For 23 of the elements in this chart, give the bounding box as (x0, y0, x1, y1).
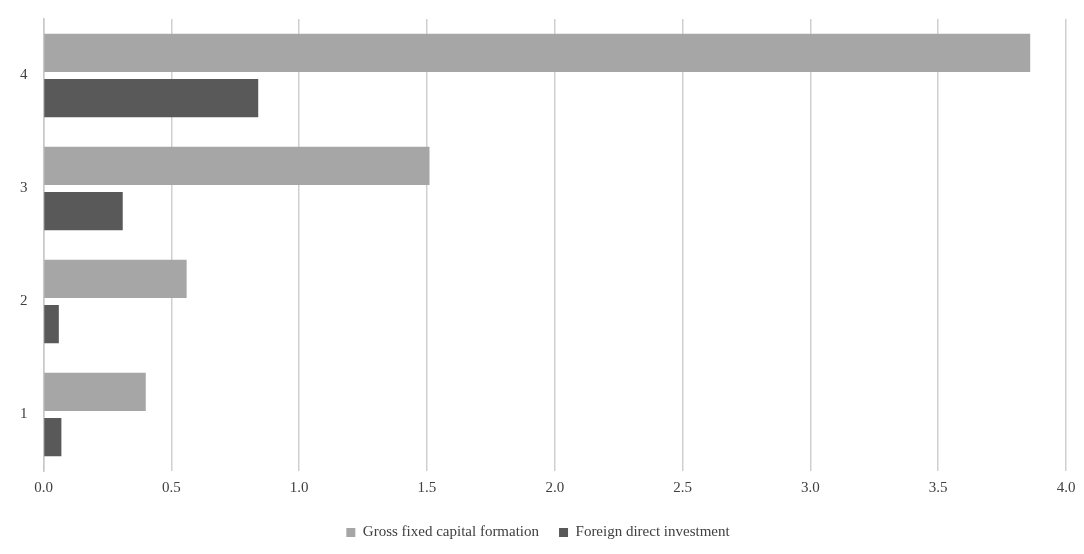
bar (44, 191, 123, 231)
x-tick-label: 3.5 (928, 478, 948, 495)
x-tick-label: 0.5 (161, 478, 181, 495)
bar (44, 417, 62, 457)
bar (44, 146, 430, 186)
y-tick-label: 3 (20, 179, 28, 196)
y-tick-label: 2 (20, 292, 28, 309)
bar (44, 78, 259, 118)
y-tick-label: 1 (20, 405, 28, 422)
legend-label: Gross fixed capital formation (362, 523, 540, 540)
bar (44, 259, 187, 299)
x-tick-label: 0.0 (34, 478, 53, 495)
bar (44, 304, 59, 344)
bar (44, 33, 1031, 73)
x-tick-label: 2.5 (673, 478, 692, 495)
x-tick-label: 1.5 (417, 478, 437, 495)
x-tick-label: 1.0 (289, 478, 309, 495)
x-tick-label: 4.0 (1056, 478, 1076, 495)
legend-label: Foreign direct investment (575, 523, 731, 540)
y-tick-label: 4 (20, 66, 28, 83)
x-tick-label: 3.0 (801, 478, 820, 495)
x-tick-label: 2.0 (545, 478, 565, 495)
bar (44, 372, 146, 412)
